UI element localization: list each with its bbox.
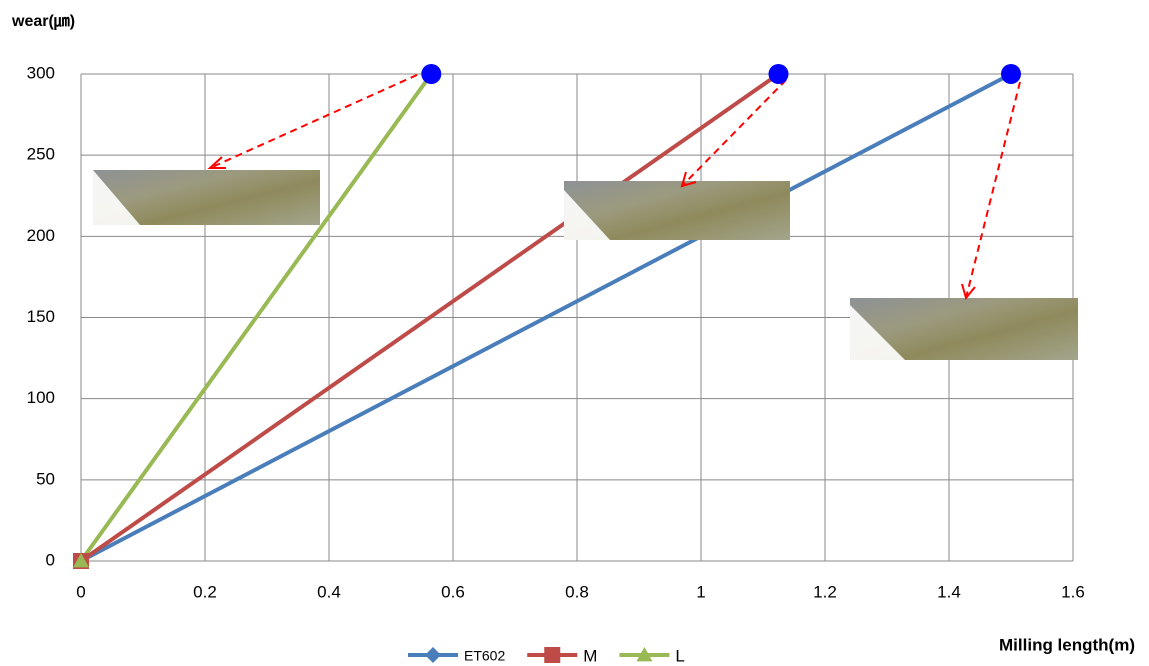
series-line [80, 72, 1012, 563]
end-marker [421, 64, 442, 84]
photo [564, 181, 790, 240]
y-tick-label: 250 [27, 145, 55, 164]
photo-corner [564, 190, 610, 240]
x-tick-label: 0 [76, 582, 85, 601]
arrow [965, 81, 1021, 299]
marker [544, 647, 561, 663]
arrow-head [680, 171, 697, 188]
series-line [79, 72, 433, 563]
x-tick-label: 0.8 [565, 582, 589, 601]
arrow [209, 69, 429, 169]
arrows [207, 69, 1021, 301]
x-tick-label: 0.6 [441, 582, 465, 601]
x-tick-label: 1.6 [1061, 582, 1085, 601]
legend-label: L [675, 646, 684, 665]
y-tick-label: 300 [27, 63, 55, 82]
y-tick-label: 100 [27, 388, 55, 407]
legend-label: M [583, 646, 597, 665]
y-tick-label: 50 [36, 469, 55, 488]
x-tick-label: 0.4 [317, 582, 341, 601]
y-tick-label: 0 [46, 550, 55, 569]
end-marker [1001, 64, 1021, 84]
marker [73, 553, 89, 568]
y-axis-title: wear(㎛) [11, 13, 75, 31]
arrow-head [207, 156, 226, 169]
photo-corner [850, 305, 905, 360]
inset-photos [93, 170, 1078, 360]
end-marker [768, 64, 789, 84]
series-line [79, 72, 780, 563]
x-tick-label: 1.4 [937, 582, 961, 601]
marker [425, 647, 441, 663]
x-tick-label: 1.2 [813, 582, 837, 601]
x-tick-label: 0.2 [193, 582, 217, 601]
y-tick-label: 150 [27, 307, 55, 326]
x-tick-label: 1 [696, 582, 705, 601]
x-axis-title: Milling length(m) [999, 635, 1135, 654]
photo-corner [93, 170, 140, 225]
y-tick-label: 200 [27, 226, 55, 245]
arrow-head [961, 283, 976, 301]
arrow [681, 79, 787, 187]
marker [636, 647, 653, 662]
legend-label: ET602 [464, 648, 505, 664]
